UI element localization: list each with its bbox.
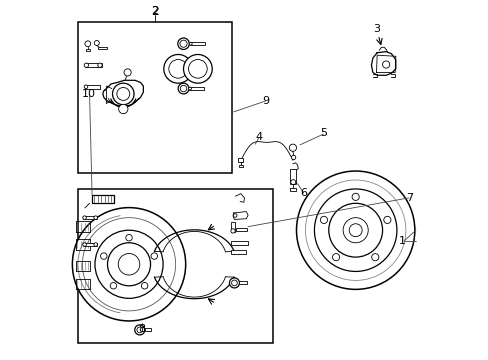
Circle shape bbox=[94, 216, 97, 220]
Circle shape bbox=[188, 59, 207, 78]
Circle shape bbox=[229, 278, 239, 288]
Circle shape bbox=[382, 61, 389, 68]
Circle shape bbox=[98, 63, 102, 67]
Circle shape bbox=[95, 230, 163, 298]
Circle shape bbox=[163, 54, 192, 83]
Circle shape bbox=[290, 180, 295, 185]
Circle shape bbox=[231, 280, 237, 286]
Bar bbox=[98, 47, 106, 49]
Text: 2: 2 bbox=[151, 6, 158, 17]
Circle shape bbox=[189, 42, 192, 45]
Circle shape bbox=[94, 243, 97, 246]
Circle shape bbox=[332, 253, 339, 261]
Circle shape bbox=[110, 283, 117, 289]
Text: 5: 5 bbox=[319, 129, 326, 138]
Circle shape bbox=[305, 180, 405, 280]
Bar bbox=[85, 63, 102, 67]
Text: 1: 1 bbox=[398, 236, 405, 246]
Circle shape bbox=[328, 203, 382, 257]
Bar bbox=[230, 250, 245, 253]
Text: 2: 2 bbox=[151, 5, 159, 18]
Text: 7: 7 bbox=[405, 193, 412, 203]
Circle shape bbox=[289, 144, 296, 151]
Circle shape bbox=[343, 218, 367, 243]
Text: 9: 9 bbox=[262, 96, 269, 106]
Bar bbox=[78, 22, 231, 173]
Circle shape bbox=[124, 69, 131, 76]
Circle shape bbox=[320, 216, 327, 224]
Circle shape bbox=[230, 229, 235, 233]
Circle shape bbox=[137, 327, 142, 333]
Circle shape bbox=[383, 216, 390, 224]
Bar bbox=[290, 169, 296, 184]
Circle shape bbox=[178, 83, 188, 94]
Bar bbox=[83, 216, 97, 220]
Circle shape bbox=[233, 214, 237, 217]
Bar bbox=[189, 87, 203, 90]
Circle shape bbox=[141, 283, 147, 289]
Circle shape bbox=[84, 85, 88, 89]
Circle shape bbox=[151, 253, 157, 259]
Bar bbox=[144, 328, 151, 331]
Bar bbox=[235, 228, 246, 230]
Circle shape bbox=[112, 83, 134, 105]
Circle shape bbox=[351, 193, 359, 201]
Bar bbox=[190, 42, 204, 45]
Text: 4: 4 bbox=[255, 132, 262, 142]
Circle shape bbox=[371, 253, 378, 261]
Circle shape bbox=[314, 189, 396, 271]
Bar bbox=[290, 188, 296, 192]
Circle shape bbox=[296, 171, 414, 289]
Text: 6: 6 bbox=[300, 188, 306, 198]
Circle shape bbox=[348, 224, 362, 237]
Bar bbox=[85, 49, 90, 51]
Circle shape bbox=[188, 87, 191, 90]
Circle shape bbox=[135, 325, 144, 335]
Bar bbox=[85, 85, 100, 89]
Circle shape bbox=[119, 104, 128, 114]
Text: 8: 8 bbox=[139, 324, 145, 334]
Circle shape bbox=[178, 38, 189, 49]
Circle shape bbox=[180, 40, 187, 47]
Circle shape bbox=[101, 253, 107, 259]
Bar bbox=[230, 241, 247, 245]
Circle shape bbox=[183, 54, 212, 83]
Bar bbox=[238, 165, 243, 167]
Circle shape bbox=[125, 234, 132, 241]
Circle shape bbox=[82, 243, 86, 246]
Circle shape bbox=[168, 59, 187, 78]
Circle shape bbox=[117, 87, 129, 100]
Circle shape bbox=[180, 85, 186, 92]
Circle shape bbox=[82, 218, 175, 311]
Circle shape bbox=[82, 216, 86, 220]
Bar bbox=[238, 158, 243, 162]
Polygon shape bbox=[371, 51, 395, 75]
Bar bbox=[83, 243, 97, 246]
Circle shape bbox=[84, 63, 88, 67]
Circle shape bbox=[85, 41, 90, 46]
Circle shape bbox=[291, 155, 295, 159]
Bar bbox=[230, 222, 235, 232]
Bar bbox=[92, 195, 113, 203]
Text: 3: 3 bbox=[373, 24, 380, 35]
Circle shape bbox=[118, 253, 140, 275]
Circle shape bbox=[94, 41, 99, 45]
Circle shape bbox=[107, 243, 150, 286]
Text: 10: 10 bbox=[81, 89, 95, 99]
Bar bbox=[239, 281, 247, 284]
Circle shape bbox=[72, 208, 185, 321]
Bar bbox=[78, 189, 273, 343]
